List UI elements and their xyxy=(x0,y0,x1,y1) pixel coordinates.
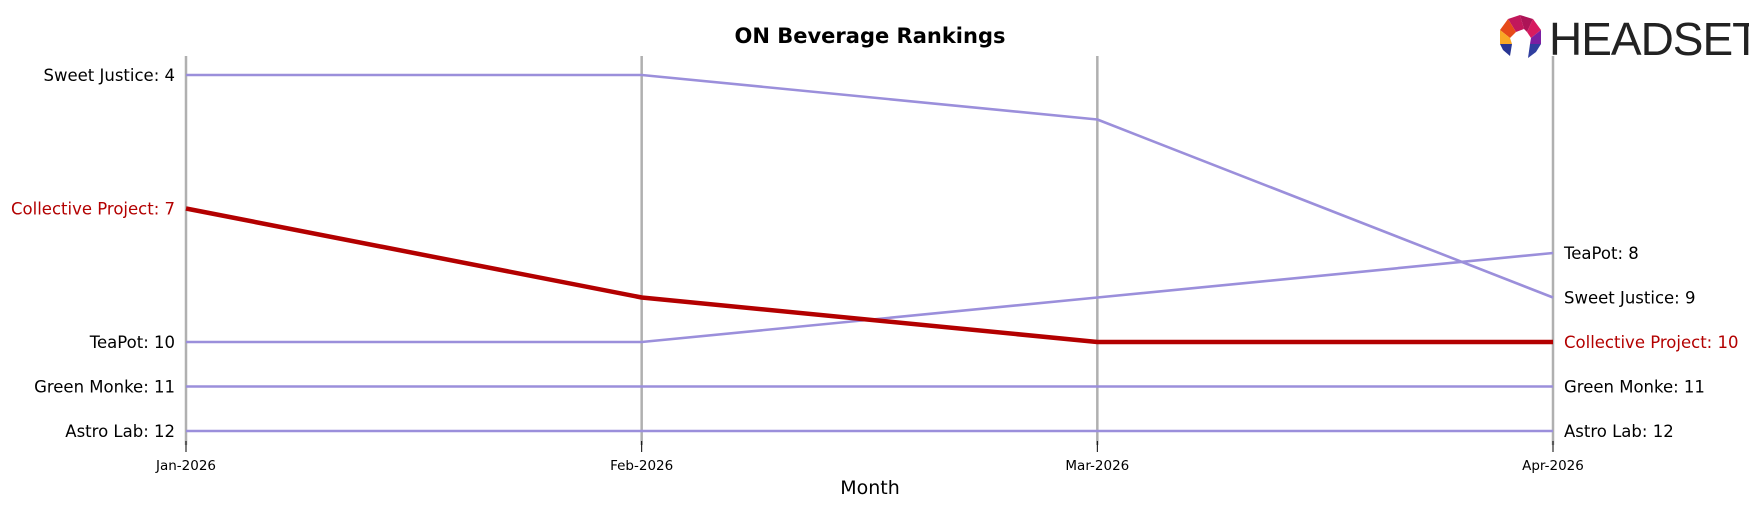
logo-mark-icon xyxy=(1500,15,1541,58)
series-lines xyxy=(185,73,1554,433)
end-label-green-monke: Green Monke: 11 xyxy=(1564,378,1705,397)
end-label-astro-lab: Astro Lab: 12 xyxy=(1564,422,1674,441)
x-tick-label: Mar-2026 xyxy=(1065,458,1129,474)
chart-title: ON Beverage Rankings xyxy=(735,24,1006,48)
x-axis-ticks: Jan-2026 Feb-2026 Mar-2026 Apr-2026 xyxy=(155,441,1584,474)
logo-text: HEADSET xyxy=(1549,13,1749,65)
start-label-collective-project: Collective Project: 7 xyxy=(11,200,175,219)
series-line-collective-project xyxy=(185,206,1553,345)
end-label-collective-project: Collective Project: 10 xyxy=(1564,333,1738,352)
x-tick-label: Feb-2026 xyxy=(610,458,673,474)
rank-labels: Sweet Justice: 4 Sweet Justice: 9 Collecti… xyxy=(11,66,1738,441)
end-label-teapot: TeaPot: 8 xyxy=(1563,244,1639,263)
headset-logo: HEADSET xyxy=(1500,13,1749,65)
x-axis-label: Month xyxy=(840,477,900,499)
start-label-green-monke: Green Monke: 11 xyxy=(34,378,175,397)
x-tick-label: Jan-2026 xyxy=(155,458,216,474)
start-label-teapot: TeaPot: 10 xyxy=(89,333,175,352)
series-line-teapot xyxy=(186,251,1554,344)
x-tick-label: Apr-2026 xyxy=(1522,458,1584,474)
series-line-sweet-justice xyxy=(186,73,1554,299)
start-label-sweet-justice: Sweet Justice: 4 xyxy=(44,66,175,85)
end-label-sweet-justice: Sweet Justice: 9 xyxy=(1564,289,1695,308)
start-label-astro-lab: Astro Lab: 12 xyxy=(65,422,175,441)
